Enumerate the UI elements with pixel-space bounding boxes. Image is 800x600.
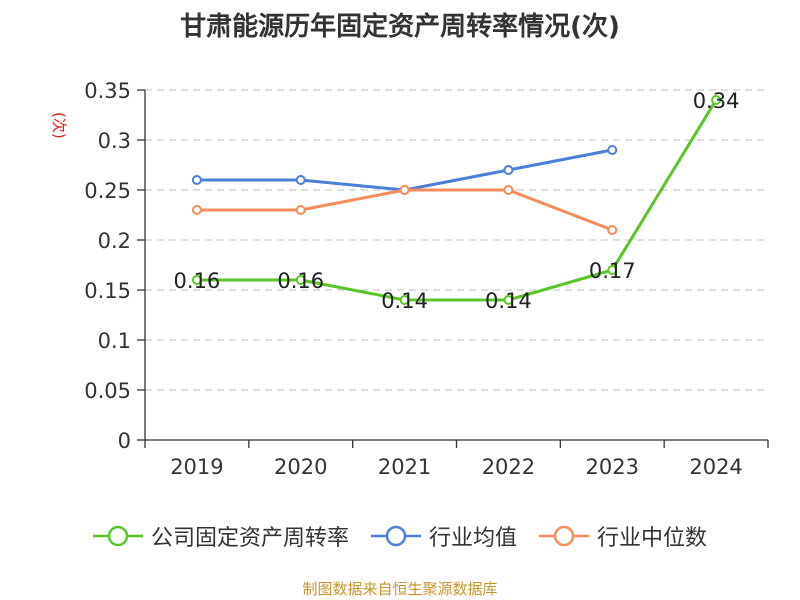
series-line xyxy=(196,148,613,192)
data-point xyxy=(399,185,410,195)
data-point xyxy=(191,175,202,185)
series-line xyxy=(196,188,613,232)
y-tick-label: 0.25 xyxy=(84,179,131,203)
legend-item: 公司固定资产周转率 xyxy=(92,520,349,552)
data-point xyxy=(295,175,306,185)
chart-title: 甘肃能源历年固定资产周转率情况(次) xyxy=(180,12,620,42)
legend-swatch-icon xyxy=(370,525,421,547)
y-tick-label: 0.3 xyxy=(98,129,131,153)
data-label: 0.34 xyxy=(693,89,740,113)
x-tick-label: 2023 xyxy=(586,455,639,479)
y-tick-label: 0 xyxy=(118,429,131,453)
y-tick-label: 0.35 xyxy=(84,79,131,103)
legend-label: 行业均值 xyxy=(428,526,517,551)
line-chart: 0 0.05 0.1 0.15 0.2 0.25 0.3 0.35 2019 2020 2021 20… xyxy=(84,79,769,479)
legend-swatch-icon xyxy=(539,525,589,547)
x-tick-label: 2022 xyxy=(482,455,535,479)
legend-swatch-marker xyxy=(553,525,575,547)
data-label: 0.14 xyxy=(485,289,532,313)
data-point xyxy=(295,205,306,215)
data-label: 0.16 xyxy=(277,269,324,293)
data-point xyxy=(191,205,202,215)
y-tick-label: 0.1 xyxy=(98,329,131,353)
x-tick-label: 2019 xyxy=(170,455,223,479)
data-point xyxy=(503,185,514,195)
legend-item: 行业均值 xyxy=(370,520,517,552)
data-point xyxy=(607,225,618,235)
x-tick-label: 2021 xyxy=(378,455,431,479)
legend-swatch-marker xyxy=(107,525,129,547)
legend-item: 行业中位数 xyxy=(539,520,707,552)
y-tick-label: 0.2 xyxy=(98,229,131,253)
legend-swatch-icon xyxy=(92,525,143,547)
data-point xyxy=(711,95,722,105)
data-point xyxy=(607,145,618,155)
y-tick-label: 0.15 xyxy=(84,279,131,303)
data-label: 0.16 xyxy=(174,269,221,293)
x-tick-label: 2020 xyxy=(274,455,327,479)
legend-label: 公司固定资产周转率 xyxy=(150,526,349,551)
data-label: 0.14 xyxy=(381,289,428,313)
data-point xyxy=(607,265,618,275)
data-point xyxy=(191,275,202,285)
data-point xyxy=(399,295,410,305)
legend: 公司固定资产周转率 行业均值 行业中位数 xyxy=(0,520,800,552)
x-tick-label: 2024 xyxy=(689,455,742,479)
source-note: 制图数据来自恒生聚源数据库 xyxy=(302,580,498,598)
data-label: 0.17 xyxy=(589,259,636,283)
legend-swatch-marker xyxy=(385,525,407,547)
data-point xyxy=(503,295,514,305)
data-point xyxy=(295,275,306,285)
y-tick-label: 0.05 xyxy=(84,379,131,403)
data-point xyxy=(503,165,514,175)
series-line xyxy=(196,99,718,302)
legend-label: 行业中位数 xyxy=(597,526,708,551)
